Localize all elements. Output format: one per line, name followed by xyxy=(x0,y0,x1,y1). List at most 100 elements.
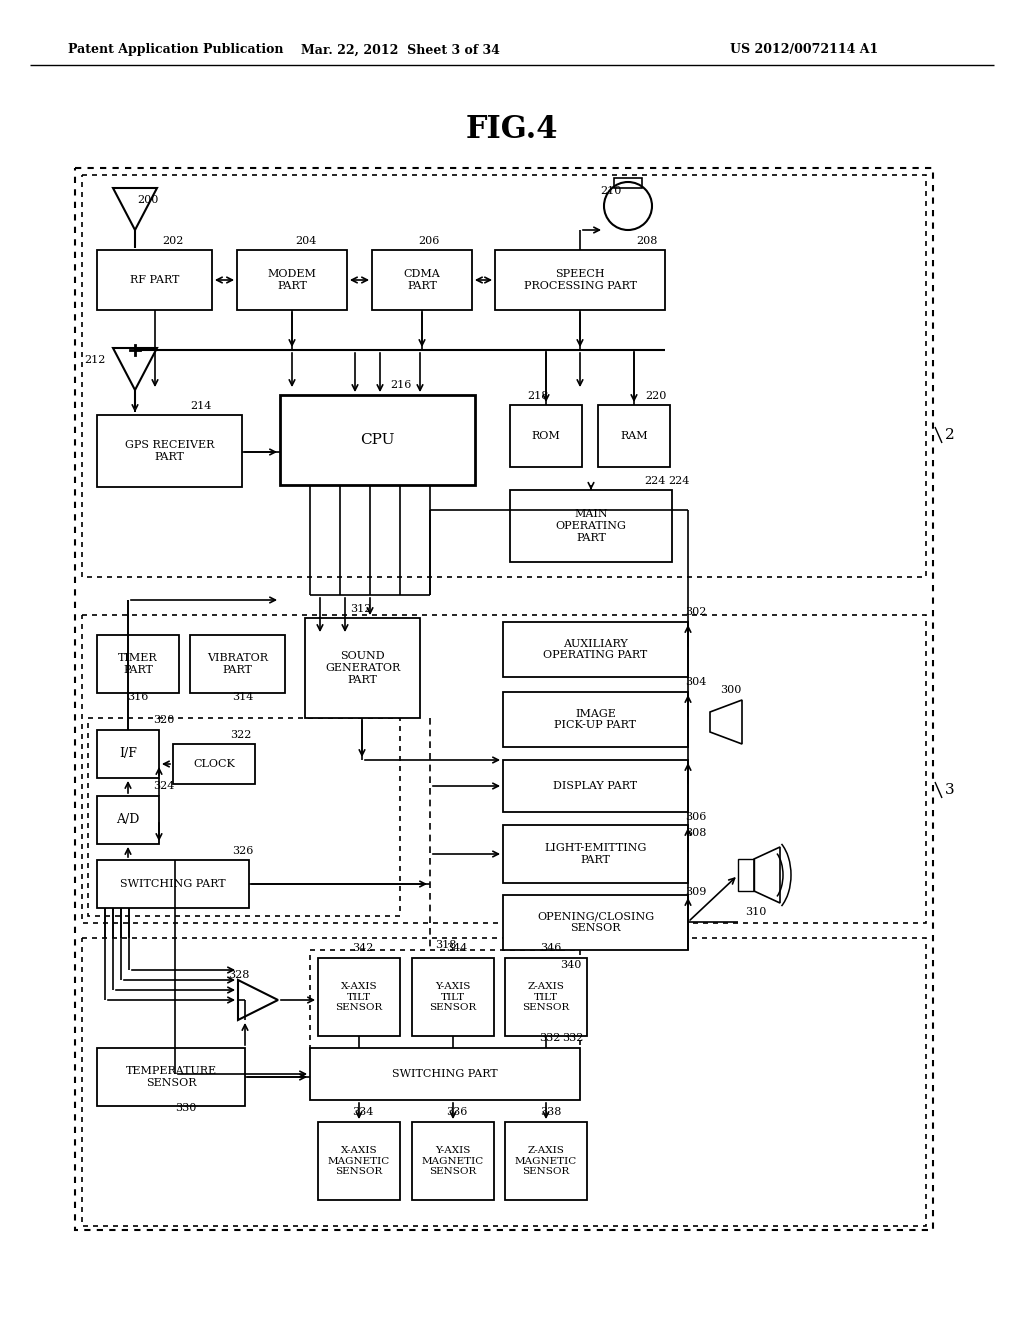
Bar xyxy=(318,958,400,1036)
Text: VIBRATOR
PART: VIBRATOR PART xyxy=(207,653,268,675)
Bar xyxy=(614,178,642,187)
Bar xyxy=(82,939,926,1226)
Bar xyxy=(97,1048,245,1106)
Text: X-AXIS
MAGNETIC
SENSOR: X-AXIS MAGNETIC SENSOR xyxy=(328,1146,390,1176)
Text: 326: 326 xyxy=(232,846,253,855)
Text: RAM: RAM xyxy=(621,432,648,441)
Bar xyxy=(505,958,587,1036)
Bar xyxy=(495,249,665,310)
Text: 212: 212 xyxy=(84,355,105,366)
Text: 340: 340 xyxy=(560,960,582,970)
Bar xyxy=(503,760,688,812)
Text: Y-AXIS
TILT
SENSOR: Y-AXIS TILT SENSOR xyxy=(429,982,476,1012)
Text: US 2012/0072114 A1: US 2012/0072114 A1 xyxy=(730,44,879,57)
Text: 224: 224 xyxy=(645,477,666,486)
Bar xyxy=(503,692,688,747)
Text: CDMA
PART: CDMA PART xyxy=(403,269,440,290)
Text: 308: 308 xyxy=(685,828,707,838)
Bar xyxy=(372,249,472,310)
Text: 204: 204 xyxy=(295,236,316,246)
Text: X-AXIS
TILT
SENSOR: X-AXIS TILT SENSOR xyxy=(336,982,383,1012)
Bar xyxy=(503,825,688,883)
Text: Z-AXIS
TILT
SENSOR: Z-AXIS TILT SENSOR xyxy=(522,982,569,1012)
Text: SWITCHING PART: SWITCHING PART xyxy=(392,1069,498,1078)
Text: IMAGE
PICK-UP PART: IMAGE PICK-UP PART xyxy=(555,709,637,730)
Text: 220: 220 xyxy=(645,391,667,401)
Text: CPU: CPU xyxy=(360,433,394,447)
Bar xyxy=(305,618,420,718)
Text: FIG.4: FIG.4 xyxy=(466,115,558,145)
Text: 342: 342 xyxy=(352,942,374,953)
Bar xyxy=(190,635,285,693)
Text: 310: 310 xyxy=(745,907,766,917)
Bar xyxy=(505,1122,587,1200)
Text: MAIN
OPERATING
PART: MAIN OPERATING PART xyxy=(556,510,627,543)
Text: 330: 330 xyxy=(175,1104,197,1113)
Text: ROM: ROM xyxy=(531,432,560,441)
Text: Z-AXIS
MAGNETIC
SENSOR: Z-AXIS MAGNETIC SENSOR xyxy=(515,1146,578,1176)
Bar xyxy=(412,1122,494,1200)
Bar xyxy=(88,718,400,916)
Text: 346: 346 xyxy=(540,942,561,953)
Text: 214: 214 xyxy=(190,401,211,411)
Bar xyxy=(318,1122,400,1200)
Bar xyxy=(97,635,179,693)
Text: 344: 344 xyxy=(446,942,467,953)
Text: CLOCK: CLOCK xyxy=(194,759,234,770)
Bar xyxy=(173,744,255,784)
Text: TEMPERATURE
SENSOR: TEMPERATURE SENSOR xyxy=(125,1067,216,1088)
Text: GPS RECEIVER
PART: GPS RECEIVER PART xyxy=(125,440,214,462)
Text: RF PART: RF PART xyxy=(130,275,179,285)
Text: 338: 338 xyxy=(540,1107,561,1117)
Text: 3: 3 xyxy=(945,783,954,797)
Text: AUXILIARY
OPERATING PART: AUXILIARY OPERATING PART xyxy=(544,639,647,660)
Bar xyxy=(510,490,672,562)
Text: 208: 208 xyxy=(636,236,657,246)
Text: 312: 312 xyxy=(350,605,372,614)
Text: 314: 314 xyxy=(232,692,253,702)
Text: 332: 332 xyxy=(539,1034,560,1043)
Text: Y-AXIS
MAGNETIC
SENSOR: Y-AXIS MAGNETIC SENSOR xyxy=(422,1146,484,1176)
Bar xyxy=(310,1048,580,1100)
Bar xyxy=(310,950,580,1049)
Text: 306: 306 xyxy=(685,812,707,822)
Bar xyxy=(412,958,494,1036)
Bar xyxy=(280,395,475,484)
Text: 328: 328 xyxy=(228,970,250,979)
Text: SOUND
GENERATOR
PART: SOUND GENERATOR PART xyxy=(325,651,400,685)
Bar xyxy=(97,414,242,487)
Text: 318: 318 xyxy=(435,940,457,950)
Text: 322: 322 xyxy=(230,730,251,741)
Text: 2: 2 xyxy=(945,428,954,442)
Text: 324: 324 xyxy=(153,781,174,791)
Bar xyxy=(97,730,159,777)
Text: 304: 304 xyxy=(685,677,707,686)
Text: 224: 224 xyxy=(668,477,689,486)
Text: 210: 210 xyxy=(600,186,622,195)
Bar xyxy=(598,405,670,467)
Text: 332: 332 xyxy=(562,1034,584,1043)
Bar xyxy=(75,168,933,1230)
Text: 206: 206 xyxy=(418,236,439,246)
Bar xyxy=(503,622,688,677)
Text: 320: 320 xyxy=(153,715,174,725)
Bar xyxy=(82,615,926,923)
Text: DISPLAY PART: DISPLAY PART xyxy=(553,781,638,791)
Text: 316: 316 xyxy=(127,692,148,702)
Text: 334: 334 xyxy=(352,1107,374,1117)
Bar xyxy=(738,859,754,891)
Text: 216: 216 xyxy=(390,380,412,389)
Text: 302: 302 xyxy=(685,607,707,616)
Text: 309: 309 xyxy=(685,887,707,898)
Text: 336: 336 xyxy=(446,1107,467,1117)
Text: Patent Application Publication: Patent Application Publication xyxy=(68,44,284,57)
Text: 200: 200 xyxy=(137,195,159,205)
Text: I/F: I/F xyxy=(119,747,137,760)
Text: 300: 300 xyxy=(720,685,741,696)
Text: SWITCHING PART: SWITCHING PART xyxy=(120,879,226,888)
Text: OPENING/CLOSING
SENSOR: OPENING/CLOSING SENSOR xyxy=(537,912,654,933)
Bar xyxy=(503,895,688,950)
Text: LIGHT-EMITTING
PART: LIGHT-EMITTING PART xyxy=(545,843,647,865)
Bar xyxy=(82,176,926,577)
Text: 218: 218 xyxy=(527,391,549,401)
